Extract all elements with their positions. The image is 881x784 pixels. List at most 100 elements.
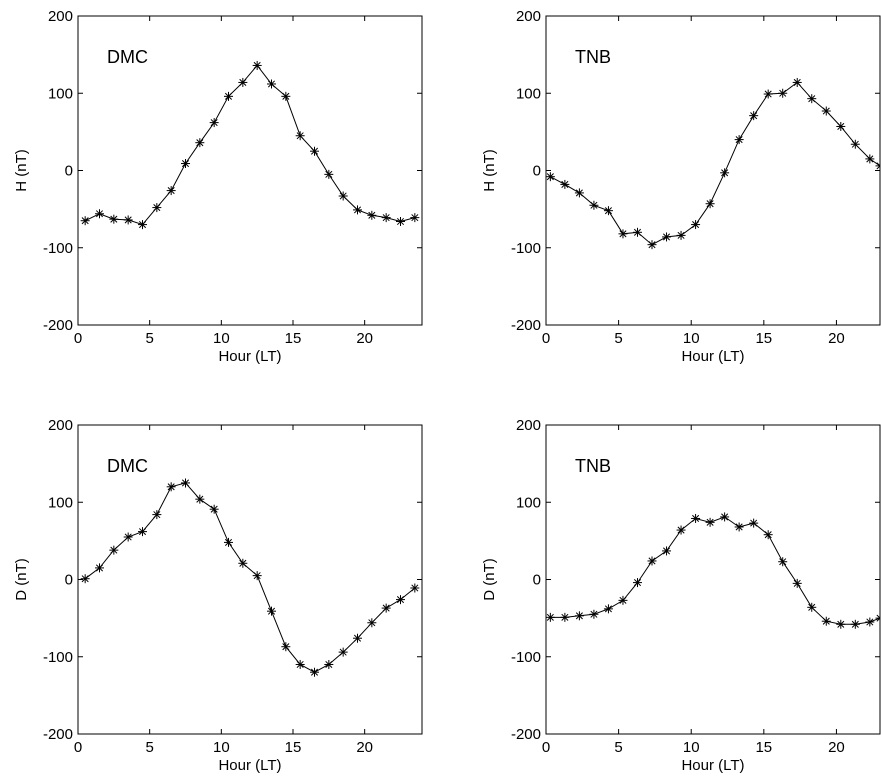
chart-panel-2: -200 -100 0 100 200 0 5 10 15 20 Hour (LT) H (nT) TN… xyxy=(481,8,881,365)
data-point xyxy=(195,138,205,148)
marker-stroke xyxy=(677,231,685,239)
marker-stroke xyxy=(779,89,787,97)
data-point xyxy=(396,216,405,226)
data-point xyxy=(252,571,262,581)
x-tick-label: 10 xyxy=(213,739,230,756)
marker-stroke xyxy=(575,189,583,197)
marker-stroke xyxy=(239,78,247,86)
data-point xyxy=(850,139,860,149)
marker-stroke xyxy=(837,620,845,628)
data-point xyxy=(267,606,276,616)
marker-stroke xyxy=(662,547,671,555)
data-point xyxy=(367,618,377,628)
marker-stroke xyxy=(296,660,304,669)
data-point xyxy=(224,91,233,101)
marker-stroke xyxy=(692,221,700,229)
marker-stroke xyxy=(866,618,874,626)
data-point xyxy=(80,216,90,226)
x-tick-label: 20 xyxy=(356,330,373,347)
data-point xyxy=(353,205,362,215)
marker-stroke xyxy=(822,107,830,115)
marker-stroke xyxy=(561,613,569,621)
marker-stroke xyxy=(181,160,190,168)
data-point xyxy=(749,518,759,528)
y-tick-label: -200 xyxy=(511,726,541,743)
x-tick-label: 5 xyxy=(145,739,153,756)
data-point xyxy=(138,527,147,537)
data-point xyxy=(80,574,90,584)
x-tick-label: 20 xyxy=(828,739,845,756)
data-point xyxy=(109,214,119,224)
data-point xyxy=(875,161,880,171)
x-tick-label: 0 xyxy=(542,739,550,756)
series-line xyxy=(550,81,880,246)
marker-stroke xyxy=(590,610,598,618)
marker-stroke xyxy=(411,584,419,592)
marker-stroke xyxy=(310,147,319,155)
y-tick-label: -200 xyxy=(511,317,541,334)
marker-stroke xyxy=(253,61,261,69)
data-point xyxy=(778,88,788,98)
data-point xyxy=(310,146,319,156)
y-tick-label: -200 xyxy=(43,317,73,334)
data-point xyxy=(763,89,773,99)
data-point xyxy=(224,537,233,547)
data-point xyxy=(618,229,628,239)
marker-stroke xyxy=(662,233,671,241)
x-tick-label: 0 xyxy=(542,330,550,347)
y-tick-label: -100 xyxy=(43,649,73,666)
marker-stroke xyxy=(325,660,333,669)
data-point xyxy=(381,603,391,613)
marker-stroke xyxy=(590,201,598,209)
y-tick-label: 200 xyxy=(516,417,541,434)
x-tick-label: 5 xyxy=(614,330,622,347)
marker-stroke xyxy=(677,526,685,534)
data-point xyxy=(734,522,744,532)
data-point xyxy=(749,111,759,121)
y-tick-label: 0 xyxy=(65,572,73,589)
x-tick-label: 15 xyxy=(755,330,772,347)
marker-stroke xyxy=(876,617,880,622)
marker-stroke xyxy=(267,80,276,88)
marker-stroke xyxy=(95,210,104,218)
data-point xyxy=(865,154,875,164)
series-line xyxy=(550,516,880,625)
marker-stroke xyxy=(282,643,290,651)
y-tick-label: 200 xyxy=(516,8,541,25)
data-point xyxy=(152,510,162,520)
data-point xyxy=(647,556,657,566)
marker-stroke xyxy=(411,214,419,222)
data-point xyxy=(546,172,555,182)
y-axis-label: D (nT) xyxy=(481,558,498,601)
marker-stroke xyxy=(382,214,390,222)
data-point xyxy=(603,604,613,614)
x-axis-label: Hour (LT) xyxy=(681,348,744,365)
y-tick-label: 0 xyxy=(533,163,541,180)
data-point xyxy=(396,595,405,605)
y-tick-label: -100 xyxy=(43,240,73,257)
data-point xyxy=(209,118,219,128)
data-point xyxy=(324,659,334,669)
marker-stroke xyxy=(633,228,642,236)
marker-stroke xyxy=(253,572,261,580)
data-point xyxy=(238,558,248,568)
x-axis-label: Hour (LT) xyxy=(218,348,281,365)
marker-stroke xyxy=(793,78,801,86)
marker-stroke xyxy=(124,216,132,224)
data-point xyxy=(123,532,133,542)
marker-stroke xyxy=(793,579,801,587)
marker-stroke xyxy=(153,204,161,212)
data-point xyxy=(865,617,875,627)
x-tick-label: 10 xyxy=(683,330,700,347)
chart-panel-4: -200 -100 0 100 200 0 5 10 15 20 Hour (LT) D (nT) TN… xyxy=(481,417,881,774)
marker-stroke xyxy=(282,92,290,100)
marker-stroke xyxy=(851,620,859,628)
marker-stroke xyxy=(81,575,89,583)
data-point xyxy=(720,168,730,178)
data-point xyxy=(603,206,613,216)
data-point xyxy=(166,482,176,492)
x-tick-label: 0 xyxy=(74,330,82,347)
marker-stroke xyxy=(325,170,333,178)
marker-stroke xyxy=(851,140,859,148)
data-point xyxy=(720,512,730,522)
